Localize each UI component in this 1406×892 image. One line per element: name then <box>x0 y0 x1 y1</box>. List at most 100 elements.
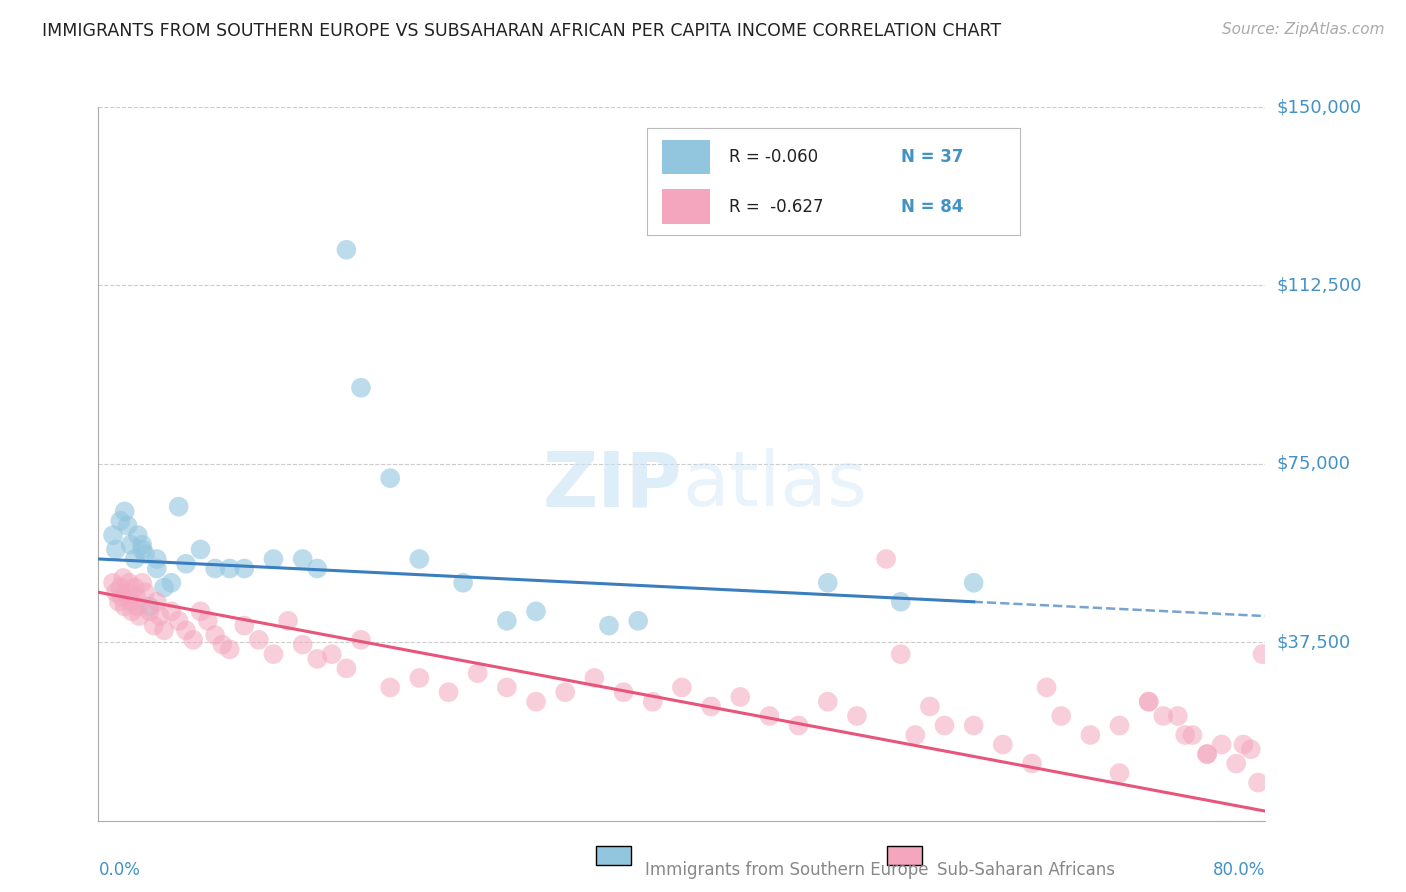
Bar <box>662 189 710 224</box>
Point <box>554 685 576 699</box>
Point <box>1240 742 1263 756</box>
Point <box>612 685 634 699</box>
Text: N = 84: N = 84 <box>901 198 963 216</box>
Point <box>197 614 219 628</box>
Point <box>117 585 139 599</box>
Point <box>174 557 197 571</box>
Point <box>247 632 270 647</box>
Point <box>350 381 373 395</box>
Point <box>167 614 190 628</box>
Point <box>1108 766 1130 780</box>
Text: N = 37: N = 37 <box>901 148 963 166</box>
Text: $75,000: $75,000 <box>1277 455 1351 473</box>
Point <box>1080 728 1102 742</box>
Text: $37,500: $37,500 <box>1277 633 1351 651</box>
Point <box>1167 709 1189 723</box>
Point <box>262 552 284 566</box>
Point <box>291 638 314 652</box>
Text: ZIP: ZIP <box>543 449 682 522</box>
Point <box>125 590 148 604</box>
Point <box>1232 738 1254 752</box>
Bar <box>662 140 710 175</box>
Point <box>307 561 329 575</box>
Point <box>181 632 204 647</box>
Point <box>134 547 156 561</box>
Point <box>111 590 134 604</box>
Point <box>962 575 984 590</box>
Point <box>845 709 868 723</box>
Text: Immigrants from Southern Europe: Immigrants from Southern Europe <box>645 861 928 879</box>
Point <box>110 514 132 528</box>
Point <box>101 528 124 542</box>
Point <box>335 243 357 257</box>
Point <box>875 552 897 566</box>
Point <box>138 604 160 618</box>
Point <box>114 599 136 614</box>
Point <box>233 618 256 632</box>
Point <box>350 632 373 647</box>
Point <box>700 699 723 714</box>
Point <box>1035 681 1057 695</box>
Point <box>153 581 176 595</box>
Point <box>117 518 139 533</box>
Point <box>1211 738 1233 752</box>
Point <box>437 685 460 699</box>
Point <box>307 652 329 666</box>
Point <box>1137 695 1160 709</box>
Point <box>174 624 197 638</box>
Text: atlas: atlas <box>682 449 866 522</box>
Point <box>1174 728 1197 742</box>
Point <box>817 695 839 709</box>
Point <box>211 638 233 652</box>
Point <box>218 642 240 657</box>
Point <box>124 552 146 566</box>
Point <box>121 604 143 618</box>
Point <box>1251 647 1274 661</box>
Point <box>758 709 780 723</box>
Point <box>190 604 212 618</box>
Text: $150,000: $150,000 <box>1277 98 1361 116</box>
Text: IMMIGRANTS FROM SOUTHERN EUROPE VS SUBSAHARAN AFRICAN PER CAPITA INCOME CORRELAT: IMMIGRANTS FROM SOUTHERN EUROPE VS SUBSA… <box>42 22 1001 40</box>
Point <box>598 618 620 632</box>
Point <box>817 575 839 590</box>
Point <box>204 628 226 642</box>
Point <box>138 599 160 614</box>
Point <box>1108 718 1130 732</box>
Point <box>378 471 402 485</box>
Point <box>112 571 135 585</box>
Point <box>124 581 146 595</box>
Text: 80.0%: 80.0% <box>1213 861 1265 879</box>
Point <box>451 575 474 590</box>
Point <box>127 599 149 614</box>
Point <box>118 575 141 590</box>
Point <box>495 614 517 628</box>
Point <box>277 614 299 628</box>
Point <box>904 728 927 742</box>
Point <box>114 504 136 518</box>
Point <box>160 604 183 618</box>
Point <box>378 681 402 695</box>
Point <box>321 647 343 661</box>
Point <box>1225 756 1247 771</box>
Point <box>1050 709 1073 723</box>
Point <box>408 671 430 685</box>
Point <box>131 575 153 590</box>
Point <box>408 552 430 566</box>
Point <box>627 614 650 628</box>
Point <box>153 624 176 638</box>
Point <box>120 595 142 609</box>
Text: 0.0%: 0.0% <box>98 861 141 879</box>
Point <box>730 690 752 704</box>
Point <box>204 561 226 575</box>
Point <box>918 699 941 714</box>
Point <box>146 595 169 609</box>
Point <box>1195 747 1218 761</box>
Point <box>467 666 489 681</box>
Point <box>131 538 153 552</box>
Point <box>641 695 664 709</box>
Point <box>190 542 212 557</box>
Text: R = -0.060: R = -0.060 <box>730 148 818 166</box>
Point <box>524 604 547 618</box>
Point <box>1247 775 1270 789</box>
Text: $112,500: $112,500 <box>1277 277 1362 294</box>
